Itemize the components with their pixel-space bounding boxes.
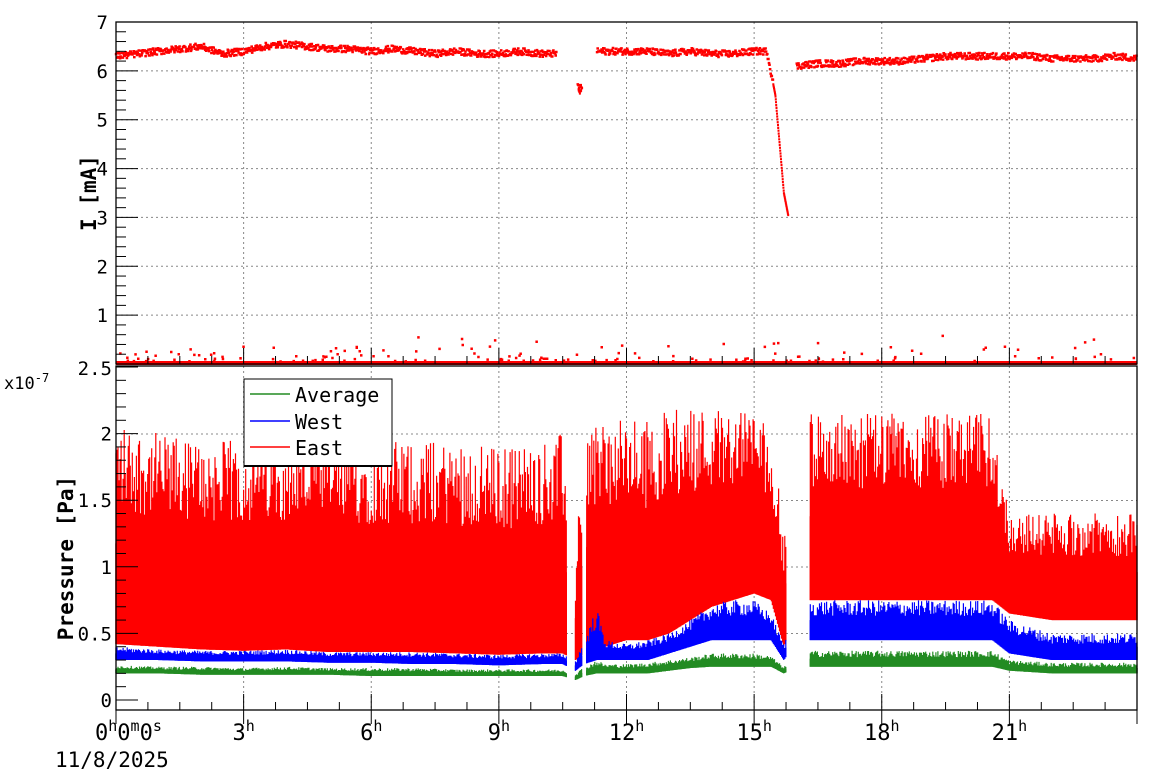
- y-tick-label: 0: [101, 690, 112, 712]
- y-tick-label: 2: [97, 256, 108, 278]
- top-y-axis-label: I [mA]: [77, 155, 101, 231]
- y-tick-label: 3: [97, 207, 108, 229]
- current-drop: [772, 83, 790, 217]
- y-exponent-label: x10-7: [4, 371, 49, 394]
- bottom-y-axis-label: Pressure [Pa]: [54, 476, 78, 640]
- y-tick-label: 5: [97, 110, 108, 132]
- x-tick-label: 3h: [232, 717, 254, 746]
- legend-label-east: East: [295, 436, 343, 460]
- bottom-y-axis: 0 0.5 1 1.5 2 2.5: [78, 358, 138, 712]
- y-tick-label: 2: [101, 424, 112, 446]
- x-tick-label: 21h: [992, 717, 1028, 746]
- current-sparse-points: [119, 334, 1136, 363]
- y-tick-label: 6: [97, 61, 108, 83]
- top-panel-grid: [116, 22, 1137, 364]
- y-tick-label: 1.5: [78, 490, 112, 512]
- x-tick-label: 9h: [488, 717, 510, 746]
- x-tick-label: 6h: [360, 717, 382, 746]
- y-tick-label: 1: [97, 305, 108, 327]
- series-average: [115, 650, 1138, 680]
- x-tick-label: 0h0m0s: [95, 717, 162, 746]
- y-tick-label: 7: [97, 12, 108, 34]
- date-label: 11/8/2025: [55, 748, 169, 772]
- y-tick-label: 2.5: [78, 358, 112, 380]
- top-y-axis: 1 2 3 4 5 6 7: [97, 12, 138, 365]
- current-island: [577, 85, 583, 95]
- x-tick-label: 18h: [864, 717, 900, 746]
- legend-label-average: Average: [295, 383, 379, 407]
- x-tick-label: 12h: [609, 717, 645, 746]
- x-axis: 0h0m0s 3h 6h 9h 12h 15h 18h 21h: [95, 348, 1138, 746]
- legend-label-west: West: [295, 410, 343, 434]
- y-tick-label: 0.5: [78, 623, 112, 645]
- y-tick-label: 1: [101, 557, 112, 579]
- y-tick-label: 4: [97, 159, 108, 181]
- x-tick-label: 15h: [736, 717, 772, 746]
- legend: Average West East: [243, 378, 393, 467]
